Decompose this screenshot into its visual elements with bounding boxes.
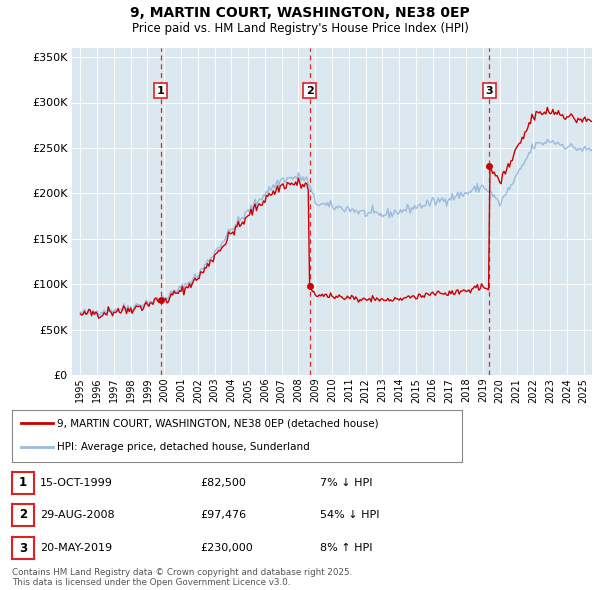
Text: 9, MARTIN COURT, WASHINGTON, NE38 0EP: 9, MARTIN COURT, WASHINGTON, NE38 0EP — [130, 6, 470, 20]
Text: HPI: Average price, detached house, Sunderland: HPI: Average price, detached house, Sund… — [57, 442, 310, 453]
Text: £97,476: £97,476 — [200, 510, 246, 520]
Text: £230,000: £230,000 — [200, 543, 253, 553]
Text: Contains HM Land Registry data © Crown copyright and database right 2025.
This d: Contains HM Land Registry data © Crown c… — [12, 568, 352, 587]
Text: 1: 1 — [157, 86, 164, 96]
Text: 7% ↓ HPI: 7% ↓ HPI — [320, 478, 373, 488]
Text: 8% ↑ HPI: 8% ↑ HPI — [320, 543, 373, 553]
Text: 9, MARTIN COURT, WASHINGTON, NE38 0EP (detached house): 9, MARTIN COURT, WASHINGTON, NE38 0EP (d… — [57, 418, 379, 428]
Text: Price paid vs. HM Land Registry's House Price Index (HPI): Price paid vs. HM Land Registry's House … — [131, 22, 469, 35]
Text: 3: 3 — [19, 542, 27, 555]
Text: 54% ↓ HPI: 54% ↓ HPI — [320, 510, 380, 520]
Text: 3: 3 — [485, 86, 493, 96]
Text: 2: 2 — [19, 509, 27, 522]
Text: 2: 2 — [305, 86, 313, 96]
Text: 29-AUG-2008: 29-AUG-2008 — [40, 510, 115, 520]
Text: £82,500: £82,500 — [200, 478, 246, 488]
Text: 20-MAY-2019: 20-MAY-2019 — [40, 543, 112, 553]
Text: 15-OCT-1999: 15-OCT-1999 — [40, 478, 113, 488]
Text: 1: 1 — [19, 477, 27, 490]
